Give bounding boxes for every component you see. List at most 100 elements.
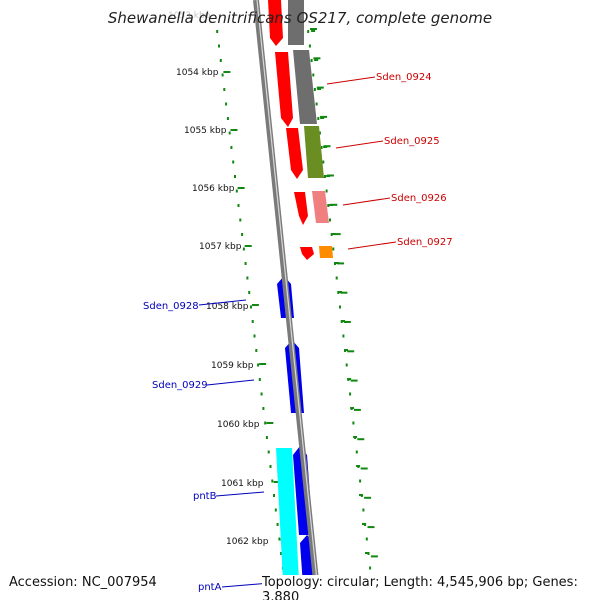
ruler-dot-right xyxy=(312,73,315,77)
ruler-major-tick xyxy=(266,422,274,424)
ruler-right-tick xyxy=(343,321,351,323)
ruler-right-tick xyxy=(360,467,368,470)
ruler-major-tick xyxy=(259,363,267,365)
label-connectors xyxy=(198,76,397,588)
accession-value: NC_007954 xyxy=(81,575,157,590)
ruler-right-tick xyxy=(326,174,334,177)
genome-stats: Topology: circular; Length: 4,545,906 bp… xyxy=(262,575,600,600)
ruler-dot-left xyxy=(242,247,245,251)
gene-olive[interactable] xyxy=(304,126,324,178)
gene-gray-top[interactable] xyxy=(288,0,304,45)
gene-red-4[interactable] xyxy=(300,247,314,260)
label-sden-0929[interactable]: Sden_0929 xyxy=(152,380,208,391)
ruler-label-1058: 1058 kbp xyxy=(206,302,249,312)
ruler-labels: 1054 kbp 1055 kbp 1056 kbp 1057 kbp 1058… xyxy=(176,68,269,547)
ruler-dot-left xyxy=(264,421,267,425)
ruler-dot-left xyxy=(271,479,274,483)
ruler-right-tick xyxy=(320,115,328,118)
ruler-label-1057: 1057 kbp xyxy=(199,242,242,252)
ruler-dot-left xyxy=(226,117,229,120)
ruler-dot-left xyxy=(251,320,254,323)
inner-tick xyxy=(320,117,325,119)
ruler-dot-left xyxy=(267,450,270,454)
ruler-dot-right xyxy=(327,204,330,207)
label-sden-0927[interactable]: Sden_0927 xyxy=(397,237,453,248)
label-sden-0924[interactable]: Sden_0924 xyxy=(376,72,432,83)
ruler-dot-left xyxy=(225,102,228,106)
ruler-dot-right xyxy=(330,233,333,236)
ruler-right-tick xyxy=(364,496,372,499)
ruler-dot-right xyxy=(335,276,338,280)
ruler-dot-right xyxy=(317,117,320,120)
ruler-dot-left xyxy=(244,262,247,265)
ruler-dot-right xyxy=(334,262,336,265)
label-sden-0925[interactable]: Sden_0925 xyxy=(384,136,440,147)
label-pntb[interactable]: pntB xyxy=(193,491,217,502)
gene-cyan[interactable] xyxy=(276,448,300,600)
inner-tick xyxy=(359,494,363,496)
inner-tick xyxy=(365,552,369,554)
ruler-major-tick xyxy=(230,129,238,131)
ruler-dot-left xyxy=(218,44,220,48)
ruler-dot-left xyxy=(248,291,251,294)
connector-sden-0926 xyxy=(342,197,391,206)
ruler-dot-right xyxy=(320,146,323,149)
separator: ; xyxy=(523,575,529,590)
ruler-dot-right xyxy=(315,102,318,106)
ruler-right-tick xyxy=(310,28,317,30)
connector-sden-0928 xyxy=(198,299,247,306)
ruler-dot-right xyxy=(355,450,358,454)
ruler-dot-left xyxy=(250,305,252,309)
inner-tick xyxy=(323,146,328,148)
ruler-dot-right xyxy=(325,189,328,193)
genome-backbone xyxy=(253,0,321,600)
length-label: Length: xyxy=(383,575,433,590)
inner-tick xyxy=(356,465,361,467)
inner-tick xyxy=(341,320,346,322)
gene-pink[interactable] xyxy=(312,191,329,223)
ruler-right-tick xyxy=(347,350,355,353)
gene-gray-1[interactable] xyxy=(293,50,317,124)
gene-red-2[interactable] xyxy=(286,128,303,179)
label-sden-0926[interactable]: Sden_0926 xyxy=(391,193,447,204)
ruler-label-1062: 1062 kbp xyxy=(226,537,269,547)
connector-sden-0924 xyxy=(326,76,376,85)
ruler-label-1055: 1055 kbp xyxy=(184,126,227,136)
ruler-dot-right xyxy=(310,59,313,62)
connector-pntb xyxy=(215,491,265,497)
ruler-right-tick xyxy=(333,233,341,236)
ruler-major-tick xyxy=(223,71,231,73)
ruler-right-tick xyxy=(340,291,348,294)
ruler-dot-left xyxy=(280,552,283,555)
connector-sden-0929 xyxy=(206,379,255,386)
ruler-dot-left xyxy=(241,233,244,236)
gene-red-top[interactable] xyxy=(268,0,283,46)
gene-orange[interactable] xyxy=(319,246,333,258)
inner-tick xyxy=(350,407,355,409)
ruler-dot-left xyxy=(221,73,224,77)
gene-red-3[interactable] xyxy=(294,192,308,225)
inner-tick xyxy=(329,204,334,206)
separator: ; xyxy=(375,575,380,590)
ruler-dot-left xyxy=(230,146,233,149)
ruler-label-1056: 1056 kbp xyxy=(192,184,235,194)
inner-tick xyxy=(332,233,337,235)
ruler-dot-right xyxy=(359,479,362,483)
ruler-right-tick xyxy=(370,555,378,558)
ruler-dot-right xyxy=(369,566,372,570)
ruler-dot-right xyxy=(362,508,365,512)
ruler-dot-left xyxy=(223,88,226,91)
ruler-dot-left xyxy=(257,363,260,367)
ruler-label-1060: 1060 kbp xyxy=(217,420,260,430)
label-sden-0928[interactable]: Sden_0928 xyxy=(143,301,199,312)
label-pnta[interactable]: pntA xyxy=(198,582,222,593)
ruler-label-1061: 1061 kbp xyxy=(221,479,264,489)
ruler-dot-left xyxy=(253,334,256,338)
inner-minor-ticks xyxy=(311,30,369,554)
ruler-right-tick xyxy=(313,57,321,60)
ruler-dot-right xyxy=(324,175,326,178)
ruler-dot-right xyxy=(322,160,325,164)
gene-red-1[interactable] xyxy=(275,52,293,127)
